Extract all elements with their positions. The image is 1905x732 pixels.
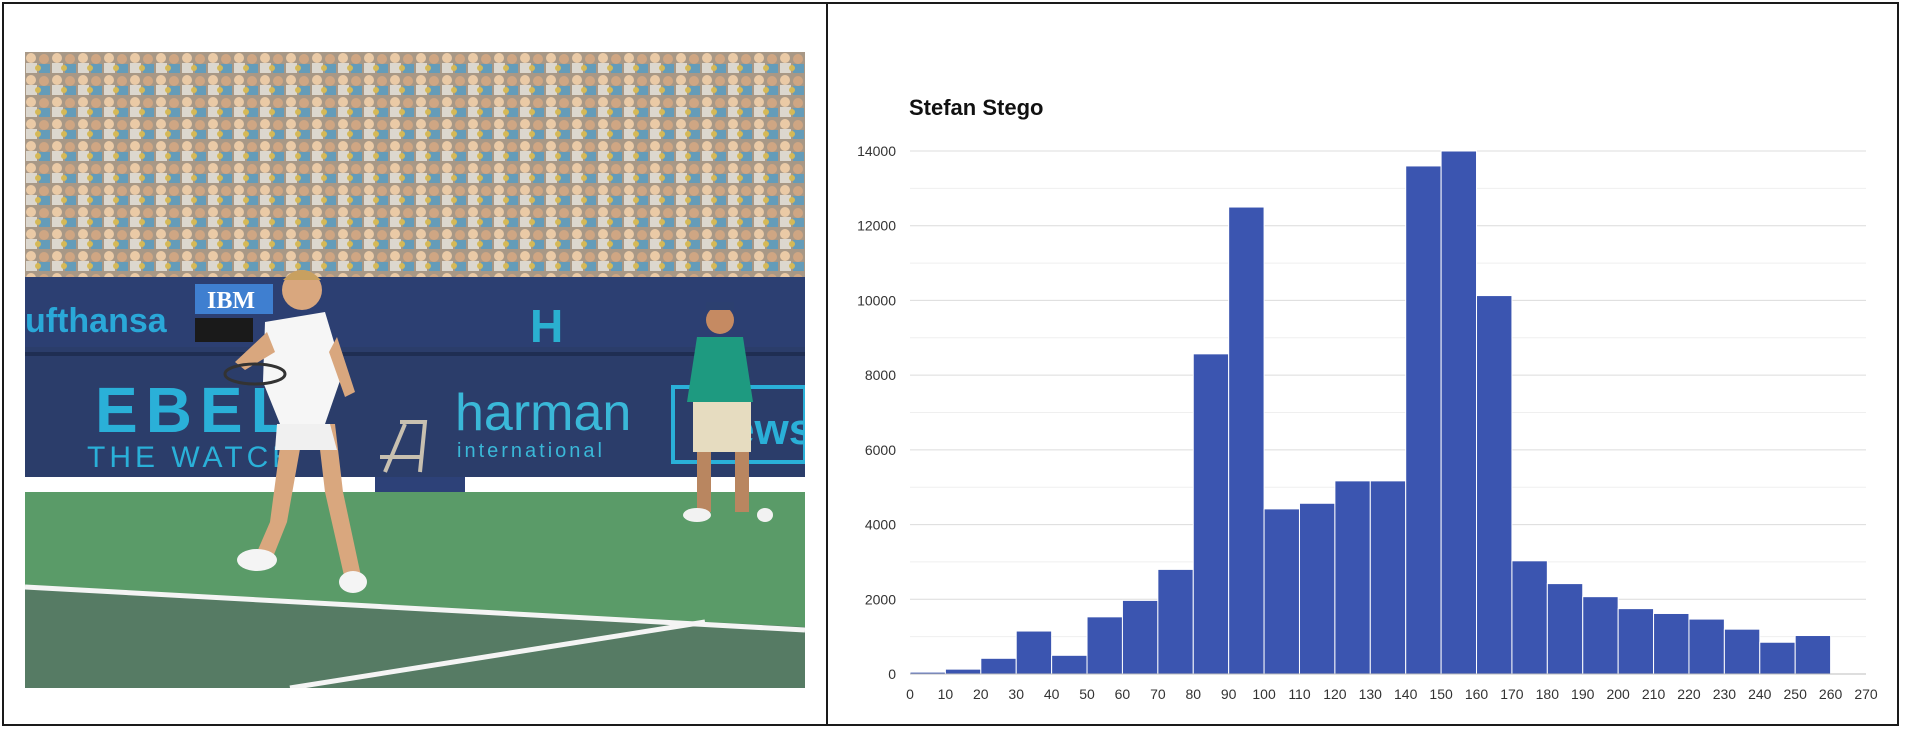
histogram-bar <box>1582 596 1619 675</box>
x-tick-label: 200 <box>1606 686 1630 702</box>
histogram-bar <box>1653 612 1690 675</box>
x-tick-label: 220 <box>1677 686 1701 702</box>
x-tick-label: 190 <box>1571 686 1595 702</box>
histogram-bar <box>980 657 1017 675</box>
chart-title: Stefan Stego <box>909 95 1043 120</box>
histogram-bar <box>1476 295 1513 675</box>
tennis-player <box>223 270 367 593</box>
histogram-bar <box>1086 616 1123 675</box>
banner-lufthansa: ufthansa <box>25 302 168 340</box>
histogram-bar <box>1440 150 1478 675</box>
x-tick-label: 180 <box>1536 686 1560 702</box>
banner-ebel: EBEL <box>95 374 298 446</box>
histogram-bar <box>1688 618 1725 675</box>
y-tick-label: 6000 <box>865 442 896 458</box>
histogram-bar <box>1617 608 1655 675</box>
x-tick-label: 140 <box>1394 686 1418 702</box>
x-tick-label: 100 <box>1252 686 1276 702</box>
x-tick-label: 70 <box>1150 686 1166 702</box>
panel-divider <box>826 2 828 726</box>
x-tick-label: 30 <box>1008 686 1024 702</box>
banner-international: international <box>457 440 605 462</box>
x-tick-label: 120 <box>1323 686 1347 702</box>
y-tick-label: 2000 <box>865 591 896 607</box>
histogram-bar <box>1334 480 1371 675</box>
x-tick-label: 230 <box>1713 686 1737 702</box>
histogram-bar <box>1192 353 1230 675</box>
x-tick-label: 250 <box>1784 686 1808 702</box>
line-judge <box>683 302 773 522</box>
x-tick-label: 160 <box>1465 686 1489 702</box>
y-axis-ticks: 0 2000 4000 6000 8000 10000 12000 14000 <box>857 143 896 682</box>
histogram-bar <box>1369 480 1407 675</box>
banner-h: H <box>530 300 563 352</box>
x-tick-label: 10 <box>938 686 954 702</box>
x-tick-label: 240 <box>1748 686 1772 702</box>
histogram-bar <box>944 668 982 675</box>
x-tick-label: 130 <box>1359 686 1383 702</box>
x-tick-label: 150 <box>1429 686 1453 702</box>
x-tick-label: 0 <box>906 686 914 702</box>
histogram-bars <box>909 150 1866 675</box>
x-tick-label: 20 <box>973 686 989 702</box>
histogram-bar <box>1157 568 1194 675</box>
x-tick-label: 210 <box>1642 686 1666 702</box>
y-tick-label: 8000 <box>865 367 896 383</box>
y-tick-label: 14000 <box>857 143 896 159</box>
x-axis-ticks: 0 10 20 30 40 50 60 70 80 90 100 110 120 130 140 150 160… <box>906 686 1878 702</box>
banner-ibm: IBM <box>207 288 255 314</box>
y-tick-label: 4000 <box>865 517 896 533</box>
histogram-bar <box>1263 508 1300 675</box>
histogram-bar <box>1723 628 1761 675</box>
histogram-bar <box>1051 654 1088 675</box>
x-tick-label: 60 <box>1115 686 1131 702</box>
histogram-bar <box>1759 641 1796 675</box>
banner-harman: harman <box>455 384 631 442</box>
x-tick-label: 110 <box>1288 686 1311 702</box>
histogram-bar <box>1794 635 1832 675</box>
histogram-chart: Stefan Stego 020004000600080001000012000… <box>857 95 1878 702</box>
x-tick-label: 260 <box>1819 686 1843 702</box>
histogram-bar <box>1015 630 1053 675</box>
histogram-bar <box>1405 165 1442 675</box>
y-tick-label: 0 <box>888 666 896 682</box>
tennis-photo: ufthansa IBM H EBEL THE WATCH harman int… <box>25 52 805 688</box>
x-tick-label: 40 <box>1044 686 1060 702</box>
x-tick-label: 80 <box>1185 686 1201 702</box>
histogram-bar <box>1298 502 1336 675</box>
banner-the-watch: THE WATCH <box>87 441 298 474</box>
histogram-bar <box>1228 206 1265 675</box>
x-tick-label: 50 <box>1079 686 1095 702</box>
x-tick-label: 170 <box>1500 686 1524 702</box>
tennis-photo-illustration: ufthansa IBM H EBEL THE WATCH harman int… <box>25 52 805 688</box>
histogram-bar <box>1511 560 1548 675</box>
y-tick-label: 12000 <box>857 218 896 234</box>
x-tick-label: 90 <box>1221 686 1237 702</box>
histogram-bar <box>1546 583 1584 675</box>
x-tick-label: 270 <box>1854 686 1878 702</box>
y-tick-label: 10000 <box>857 292 896 308</box>
histogram-panel: Stefan Stego 0 2000 4000 6000 8000 10000 12000… <box>830 4 1897 724</box>
histogram-bar <box>1121 599 1159 675</box>
